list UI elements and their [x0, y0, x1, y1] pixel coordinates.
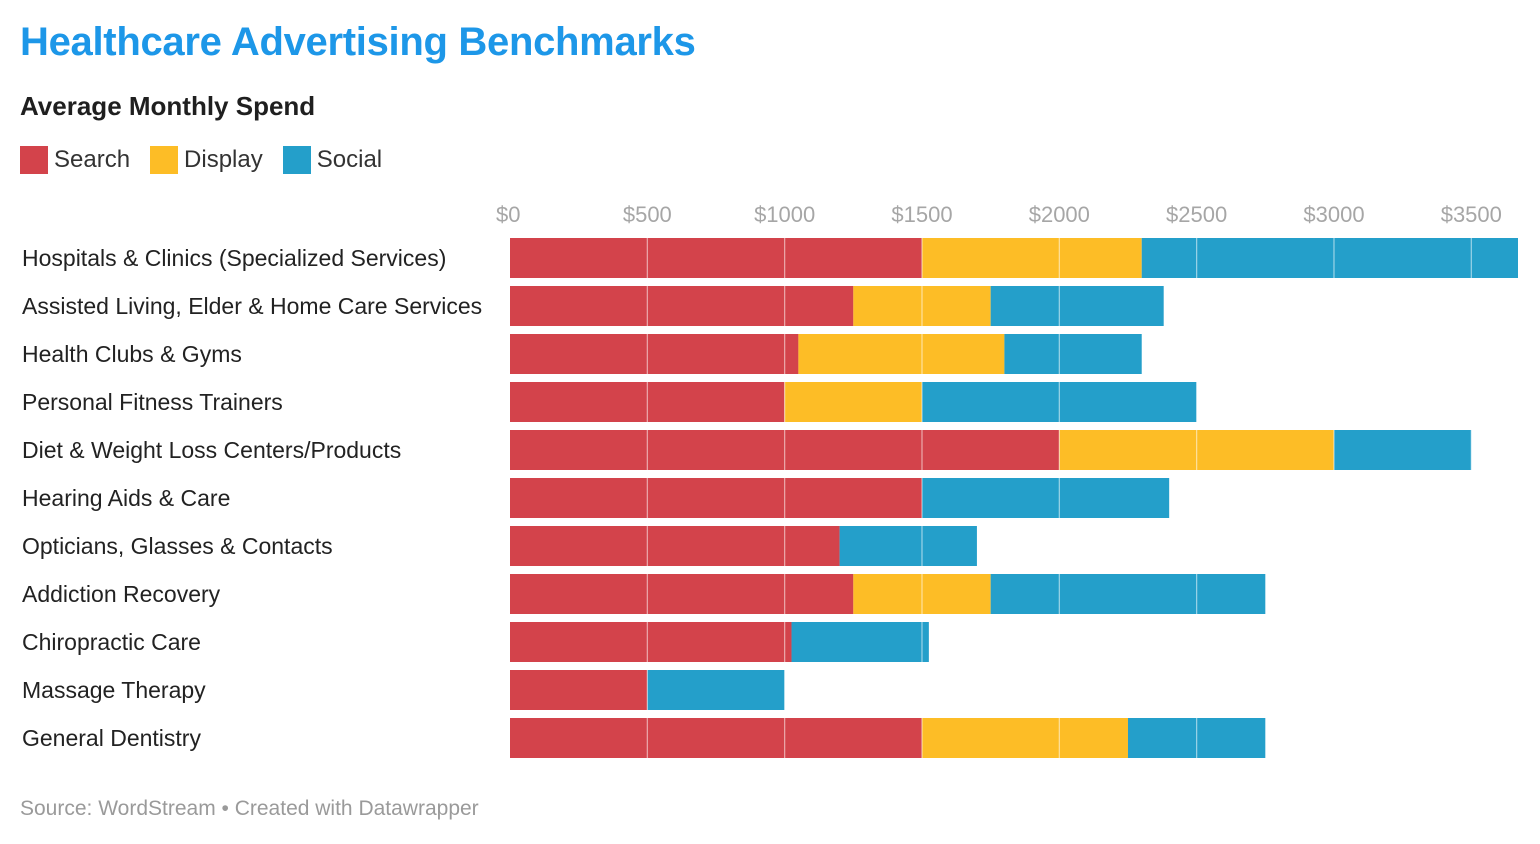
category-label: Hearing Aids & Care — [22, 485, 230, 511]
bar-segment-social — [990, 286, 1164, 326]
footer: Source: WordStream • Created with Datawr… — [20, 797, 479, 821]
bar-segment-social — [1141, 238, 1518, 278]
legend-swatch-display — [150, 146, 179, 174]
category-labels: Hospitals & Clinics (Specialized Service… — [22, 245, 482, 751]
bar-segment-search — [510, 238, 922, 278]
bar-segment-search — [510, 574, 854, 614]
bar-segment-search — [510, 334, 799, 374]
legend-item-display: Display — [150, 146, 263, 174]
bar-segment-search — [510, 478, 922, 518]
legend-label-search: Search — [54, 146, 131, 173]
legend-swatch-social — [282, 146, 311, 174]
category-label: Personal Fitness Trainers — [22, 389, 283, 415]
legend-swatch-search — [20, 146, 48, 174]
bar-segment-social — [791, 622, 929, 662]
bar-segment-search — [510, 286, 854, 326]
category-label: Hospitals & Clinics (Specialized Service… — [22, 245, 446, 271]
bar-segment-search — [510, 718, 922, 758]
gridlines — [646, 234, 1472, 758]
legend: Search Display Social — [20, 146, 402, 174]
x-tick-labels: $0 $500 $1000 $1500 $2000 $2500 $3000 $3500 — [496, 202, 1502, 227]
x-tick-label: $2500 — [1166, 202, 1227, 227]
category-label: Health Clubs & Gyms — [22, 341, 242, 367]
bar-segment-social — [1333, 430, 1472, 470]
x-tick-label: $3500 — [1441, 202, 1502, 227]
x-tick-label: $1000 — [754, 202, 815, 227]
footer-credit: Created with Datawrapper — [234, 797, 479, 820]
x-tick-label: $2000 — [1029, 202, 1090, 227]
category-label: Massage Therapy — [22, 677, 206, 703]
category-label: General Dentistry — [22, 725, 201, 751]
bar-segment-social — [990, 574, 1266, 614]
bar-segment-display — [798, 334, 1005, 374]
footer-separator: • — [215, 797, 235, 820]
x-tick-label: $3000 — [1303, 202, 1364, 227]
footer-source: Source: WordStream — [20, 797, 216, 820]
legend-label-social: Social — [316, 146, 383, 173]
x-tick-label: $500 — [623, 202, 672, 227]
category-label: Diet & Weight Loss Centers/Products — [22, 437, 401, 463]
x-tick-label: $0 — [496, 202, 520, 227]
category-label: Assisted Living, Elder & Home Care Servi… — [22, 293, 482, 319]
legend-item-social: Social — [282, 146, 383, 174]
bar-segment-social — [921, 478, 1170, 518]
stacked-bar-chart: Hospitals & Clinics (Specialized Service… — [22, 202, 1518, 758]
bar-segment-social — [647, 670, 785, 710]
category-label: Opticians, Glasses & Contacts — [22, 533, 333, 559]
bar-segment-search — [510, 526, 840, 566]
bar-segments — [510, 238, 1518, 758]
bar-segment-display — [921, 718, 1128, 758]
x-tick-label: $1500 — [891, 202, 952, 227]
category-label: Addiction Recovery — [22, 581, 221, 607]
chart-title: Healthcare Advertising Benchmarks — [20, 20, 696, 64]
chart-subtitle: Average Monthly Spend — [20, 91, 316, 121]
legend-label-display: Display — [184, 146, 263, 173]
category-label: Chiropractic Care — [22, 629, 201, 655]
bar-segment-display — [784, 382, 922, 422]
bar-segment-social — [839, 526, 977, 566]
legend-item-search: Search — [20, 146, 130, 174]
bar-segment-social — [1004, 334, 1142, 374]
bar-segment-search — [510, 622, 792, 662]
bar-segment-search — [510, 670, 648, 710]
bar-segment-display — [921, 238, 1142, 278]
